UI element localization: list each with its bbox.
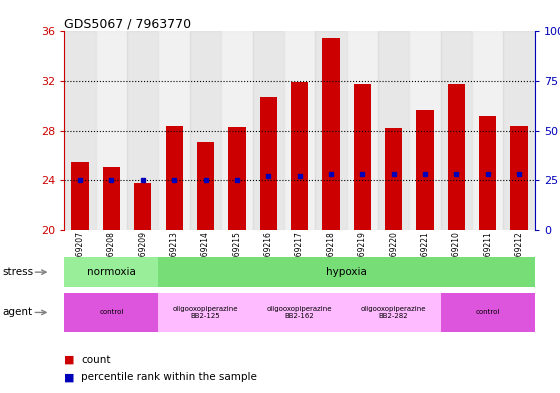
Text: hypoxia: hypoxia bbox=[326, 267, 367, 277]
Bar bbox=[409, 31, 441, 230]
Bar bbox=[72, 162, 88, 230]
Bar bbox=[253, 293, 347, 332]
Bar bbox=[347, 31, 378, 230]
Bar bbox=[127, 31, 158, 230]
Bar bbox=[158, 31, 190, 230]
Bar bbox=[284, 31, 315, 230]
Bar bbox=[64, 257, 158, 287]
Bar bbox=[190, 31, 221, 230]
Bar bbox=[448, 84, 465, 230]
Bar bbox=[260, 97, 277, 230]
Bar bbox=[323, 38, 339, 230]
Text: oligooxopiperazine
BB2-162: oligooxopiperazine BB2-162 bbox=[267, 306, 332, 319]
Bar bbox=[228, 127, 245, 230]
Bar bbox=[197, 142, 214, 230]
Text: agent: agent bbox=[3, 307, 33, 318]
Text: ■: ■ bbox=[64, 354, 75, 365]
Bar bbox=[158, 257, 535, 287]
Text: percentile rank within the sample: percentile rank within the sample bbox=[81, 372, 257, 382]
Text: oligooxopiperazine
BB2-125: oligooxopiperazine BB2-125 bbox=[173, 306, 238, 319]
Bar bbox=[378, 31, 409, 230]
Text: GDS5067 / 7963770: GDS5067 / 7963770 bbox=[64, 18, 192, 31]
Bar bbox=[472, 31, 503, 230]
Text: ■: ■ bbox=[64, 372, 75, 382]
Text: count: count bbox=[81, 354, 111, 365]
Bar bbox=[64, 31, 96, 230]
Bar bbox=[503, 31, 535, 230]
Text: oligooxopiperazine
BB2-282: oligooxopiperazine BB2-282 bbox=[361, 306, 426, 319]
Bar bbox=[158, 293, 253, 332]
Text: normoxia: normoxia bbox=[87, 267, 136, 277]
Bar bbox=[134, 183, 151, 230]
Bar bbox=[385, 128, 402, 230]
Bar bbox=[166, 126, 183, 230]
Bar bbox=[253, 31, 284, 230]
Bar bbox=[511, 126, 528, 230]
Text: control: control bbox=[99, 309, 124, 316]
Bar bbox=[479, 116, 496, 230]
Bar bbox=[417, 110, 433, 230]
Bar bbox=[221, 31, 253, 230]
Bar bbox=[441, 293, 535, 332]
Bar bbox=[103, 167, 120, 230]
Bar bbox=[315, 31, 347, 230]
Text: stress: stress bbox=[3, 267, 34, 277]
Text: control: control bbox=[475, 309, 500, 316]
Bar bbox=[441, 31, 472, 230]
Bar bbox=[347, 293, 441, 332]
Bar bbox=[96, 31, 127, 230]
Bar bbox=[291, 82, 308, 230]
Bar bbox=[64, 293, 158, 332]
Bar bbox=[354, 84, 371, 230]
